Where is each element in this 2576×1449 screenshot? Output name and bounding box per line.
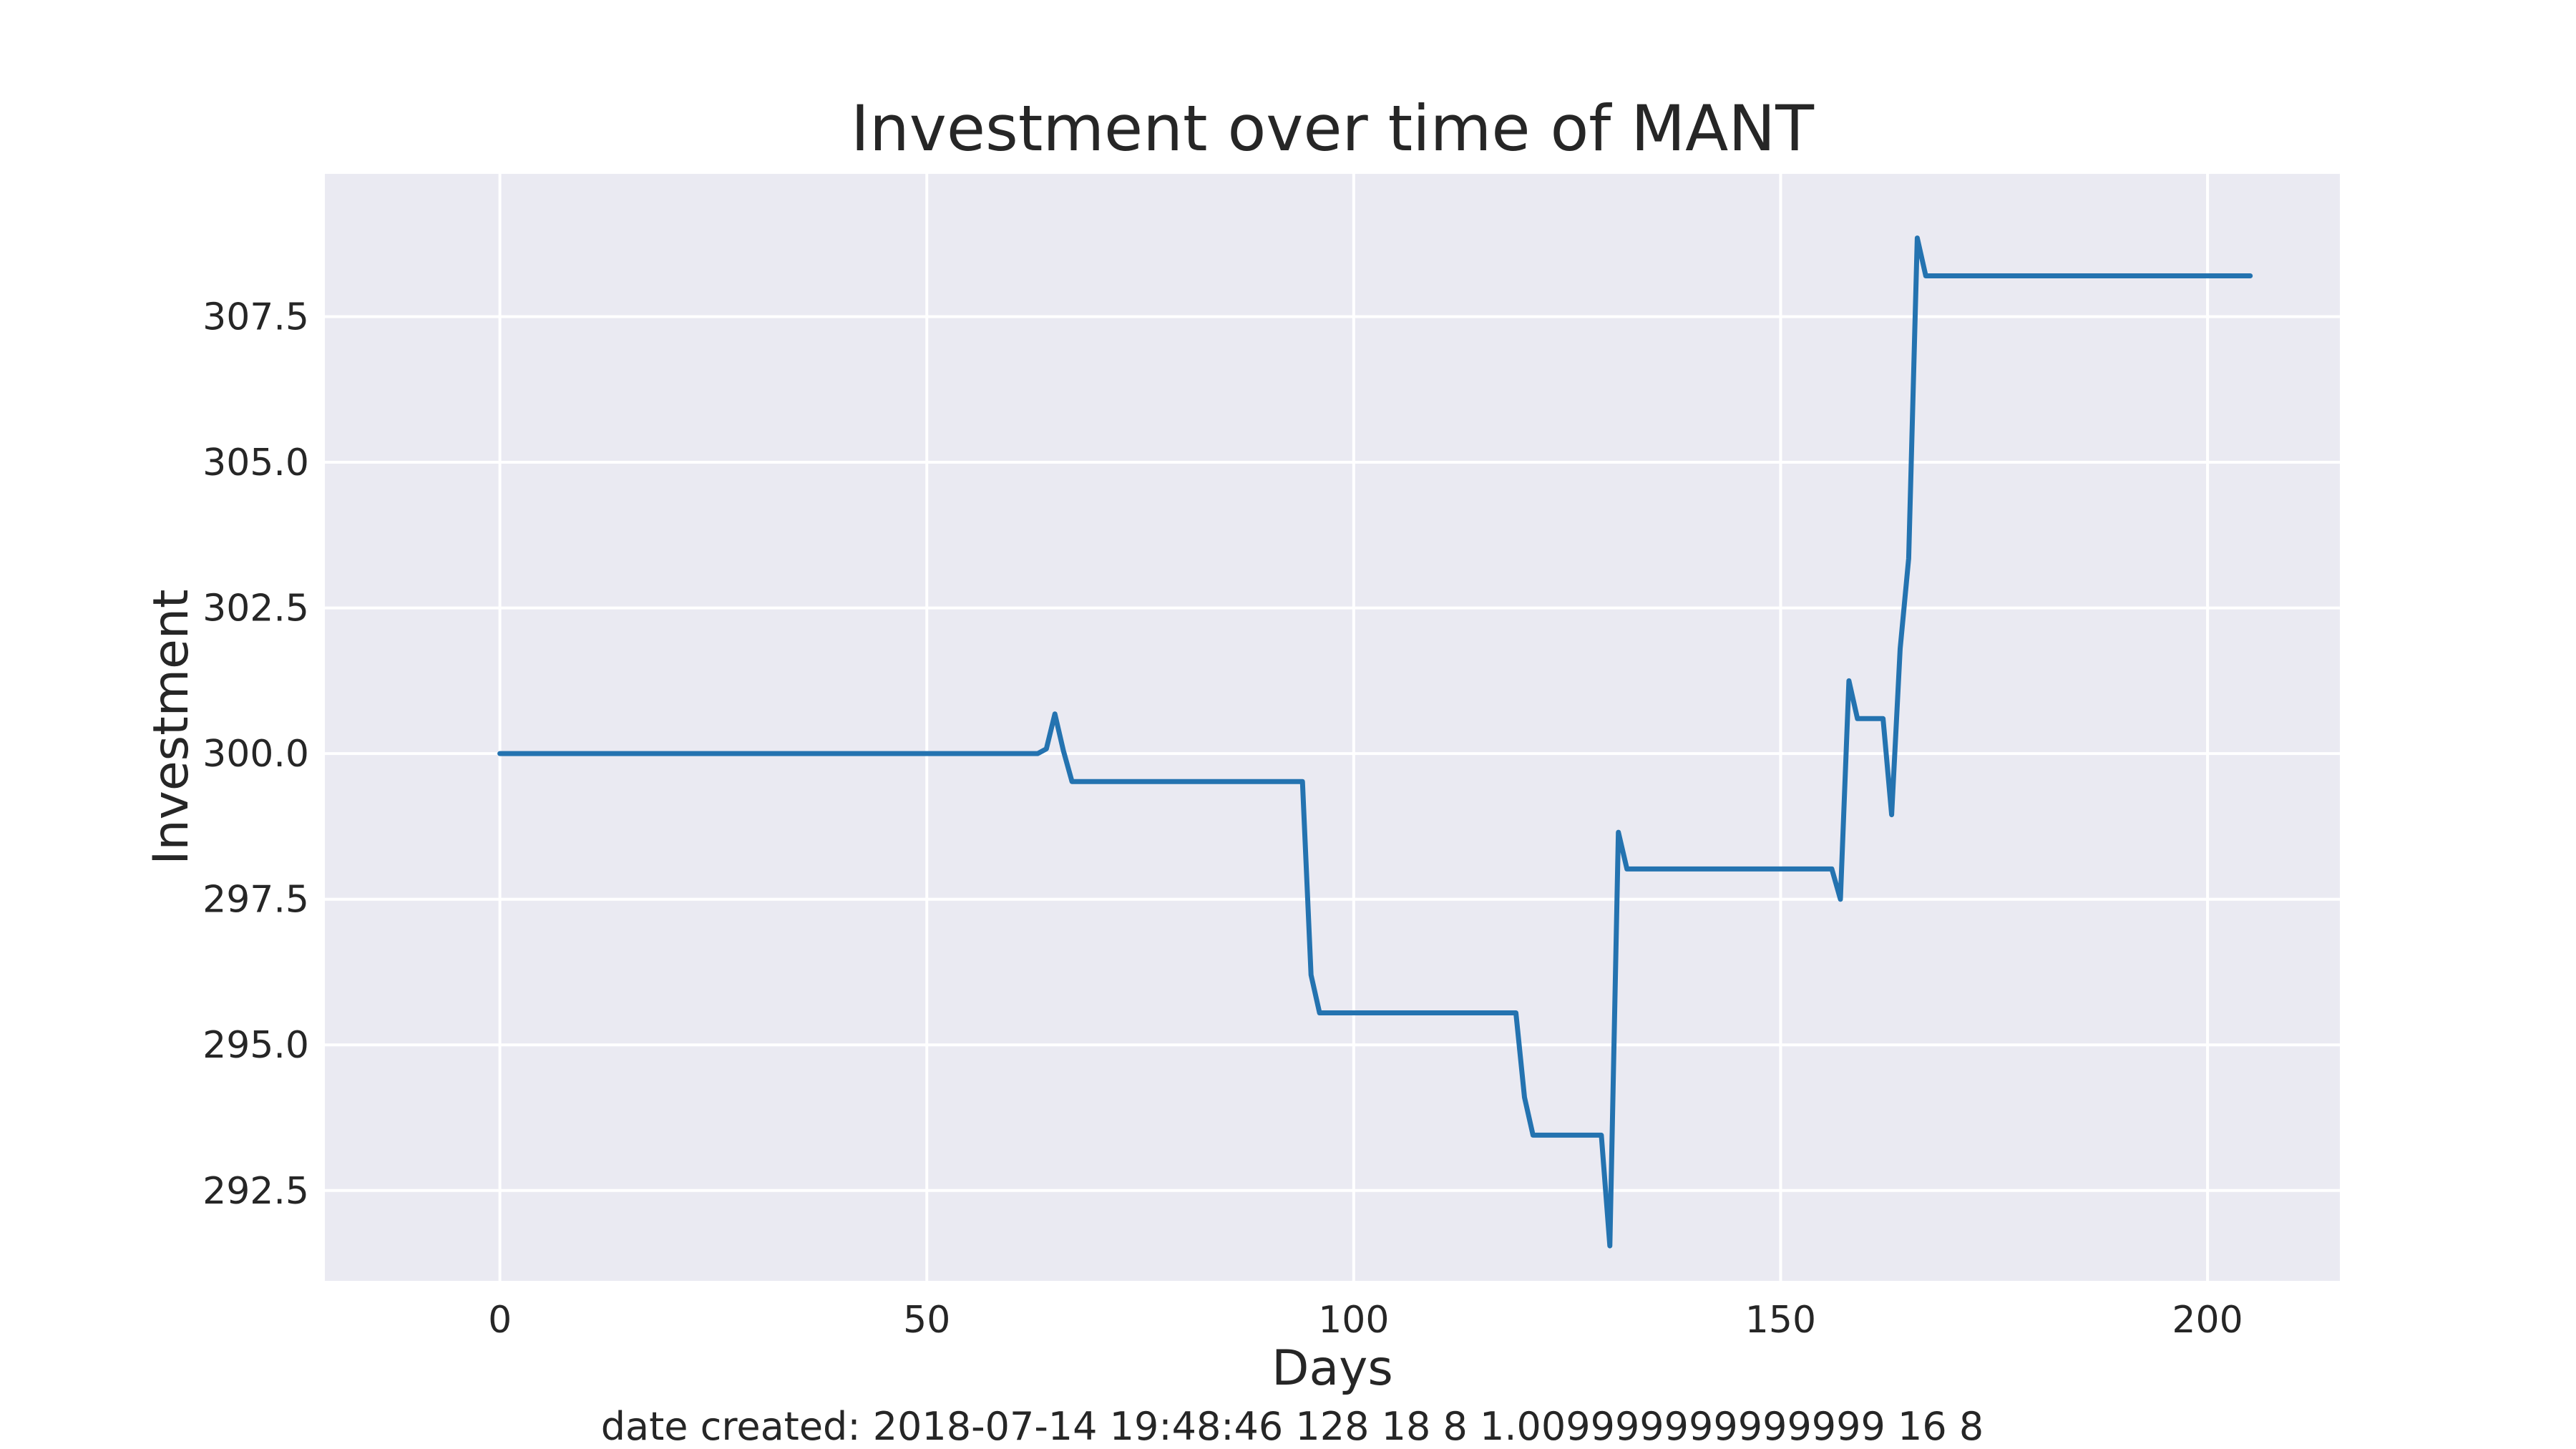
x-tick-label: 100 [1318, 1299, 1389, 1342]
y-tick-labels: 292.5 295.0 297.5 300.0 302.5 305.0 307.5 [203, 296, 309, 1212]
y-tick-label: 292.5 [203, 1170, 309, 1213]
y-tick-label: 305.0 [203, 441, 309, 484]
y-tick-label: 297.5 [203, 879, 309, 922]
series-line [497, 235, 2253, 1249]
y-axis-label: Investment [143, 589, 200, 864]
x-tick-label: 200 [2172, 1299, 2243, 1342]
chart-title: Investment over time of MANT [851, 92, 1815, 165]
x-axis-label: Days [1272, 1340, 1393, 1397]
x-tick-label: 150 [1745, 1299, 1816, 1342]
plot-background [325, 174, 2340, 1281]
y-tick-label: 300.0 [203, 733, 309, 776]
y-tick-label: 307.5 [203, 296, 309, 338]
x-tick-labels: 0 50 100 150 200 [488, 1299, 2243, 1342]
x-tick-label: 0 [488, 1299, 512, 1342]
y-tick-label: 295.0 [203, 1024, 309, 1067]
x-tick-label: 50 [903, 1299, 950, 1342]
y-tick-label: 302.5 [203, 587, 309, 630]
grid [325, 174, 2340, 1281]
footer-note: date created: 2018-07-14 19:48:46 128 18… [601, 1404, 1984, 1449]
series-layer [497, 235, 2253, 1249]
